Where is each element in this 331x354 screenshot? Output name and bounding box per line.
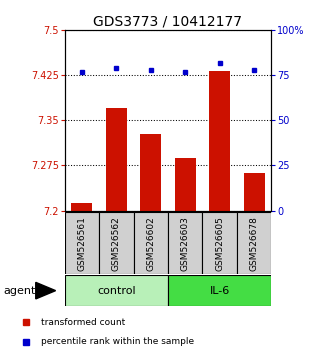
- Title: GDS3773 / 10412177: GDS3773 / 10412177: [93, 15, 243, 29]
- Bar: [99, 212, 133, 274]
- Text: GSM526562: GSM526562: [112, 216, 121, 271]
- Bar: [168, 212, 203, 274]
- Bar: [168, 275, 271, 306]
- Bar: [140, 133, 161, 211]
- Text: percentile rank within the sample: percentile rank within the sample: [41, 337, 194, 347]
- Bar: [244, 173, 264, 211]
- Bar: [237, 212, 271, 274]
- Bar: [71, 204, 92, 211]
- Text: agent: agent: [3, 286, 36, 296]
- Text: GSM526605: GSM526605: [215, 216, 224, 271]
- Text: GSM526561: GSM526561: [77, 216, 86, 271]
- Text: transformed count: transformed count: [41, 318, 125, 327]
- Bar: [65, 275, 168, 306]
- Bar: [203, 212, 237, 274]
- Text: IL-6: IL-6: [210, 286, 230, 296]
- Text: GSM526603: GSM526603: [181, 216, 190, 271]
- Bar: [133, 212, 168, 274]
- Bar: [65, 212, 99, 274]
- Bar: [175, 158, 196, 211]
- Text: control: control: [97, 286, 136, 296]
- Bar: [106, 108, 126, 211]
- Text: GSM526602: GSM526602: [146, 216, 155, 271]
- Polygon shape: [36, 282, 56, 299]
- Text: GSM526678: GSM526678: [250, 216, 259, 271]
- Bar: [209, 71, 230, 211]
